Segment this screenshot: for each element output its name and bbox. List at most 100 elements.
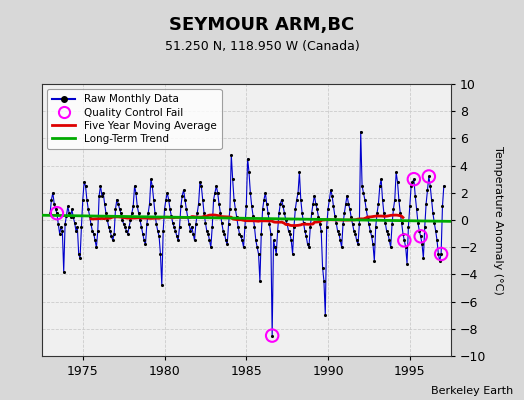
Point [301,228,309,234]
Point [254,251,263,257]
Point [172,233,181,240]
Point [122,228,130,234]
Point [126,217,135,223]
Point [60,268,68,275]
Point [160,206,169,212]
Point [62,213,71,219]
Point [233,214,241,220]
Point [211,190,219,196]
Point [433,237,441,244]
Point [182,206,191,212]
Point [438,203,446,210]
Point [132,190,140,196]
Point [171,228,180,234]
Point [247,203,256,210]
Point [401,244,410,250]
Point [287,237,296,244]
Point [275,210,283,216]
Point [388,221,396,227]
Point [176,224,184,230]
Point [124,230,132,237]
Point [72,228,80,234]
Point [188,224,196,230]
Point [128,210,136,216]
Point [400,237,409,244]
Point [440,183,448,189]
Point [88,228,96,234]
Point [185,221,193,227]
Point [264,210,272,216]
Point [326,187,335,193]
Point [403,260,411,267]
Point [437,251,445,257]
Point [58,228,67,234]
Point [310,192,319,199]
Point [119,221,128,227]
Point [392,169,400,176]
Point [135,210,143,216]
Point [321,312,330,318]
Point [245,169,253,176]
Point [70,220,79,226]
Point [90,230,98,237]
Point [63,203,72,210]
Point [79,196,87,203]
Point [99,190,107,196]
Point [319,264,327,271]
Point [377,176,385,182]
Point [249,213,257,219]
Point [302,233,310,240]
Point [217,220,226,226]
Point [431,228,440,234]
Point [373,210,381,216]
Point [421,224,429,230]
Point [376,183,384,189]
Point [407,183,416,189]
Point [428,196,436,203]
Point [155,233,163,240]
Point [351,230,359,237]
Point [206,244,215,250]
Point [125,224,133,230]
Point [308,210,316,216]
Point [429,210,437,216]
Point [80,179,89,185]
Point [366,228,375,234]
Point [87,221,95,227]
Point [258,206,267,212]
Point [397,220,406,226]
Point [329,203,337,210]
Point [370,258,378,264]
Point [257,230,266,237]
Point [224,221,233,227]
Text: Berkeley Earth: Berkeley Earth [431,386,514,396]
Point [410,176,418,182]
Point [246,190,255,196]
Point [354,241,362,248]
Point [208,224,216,230]
Point [272,251,280,257]
Point [363,214,372,220]
Point [141,241,150,248]
Point [347,214,355,220]
Point [344,200,353,207]
Point [193,210,201,216]
Point [260,196,268,203]
Point [408,179,417,185]
Point [268,332,276,339]
Point [203,228,211,234]
Point [61,221,69,227]
Point [50,200,58,207]
Point [383,228,391,234]
Point [295,169,303,176]
Point [239,244,248,250]
Point [250,224,259,230]
Point [263,200,271,207]
Point [380,210,388,216]
Point [372,224,380,230]
Point [342,200,350,207]
Point [200,210,208,216]
Point [285,228,293,234]
Point [54,221,62,227]
Point [56,230,64,237]
